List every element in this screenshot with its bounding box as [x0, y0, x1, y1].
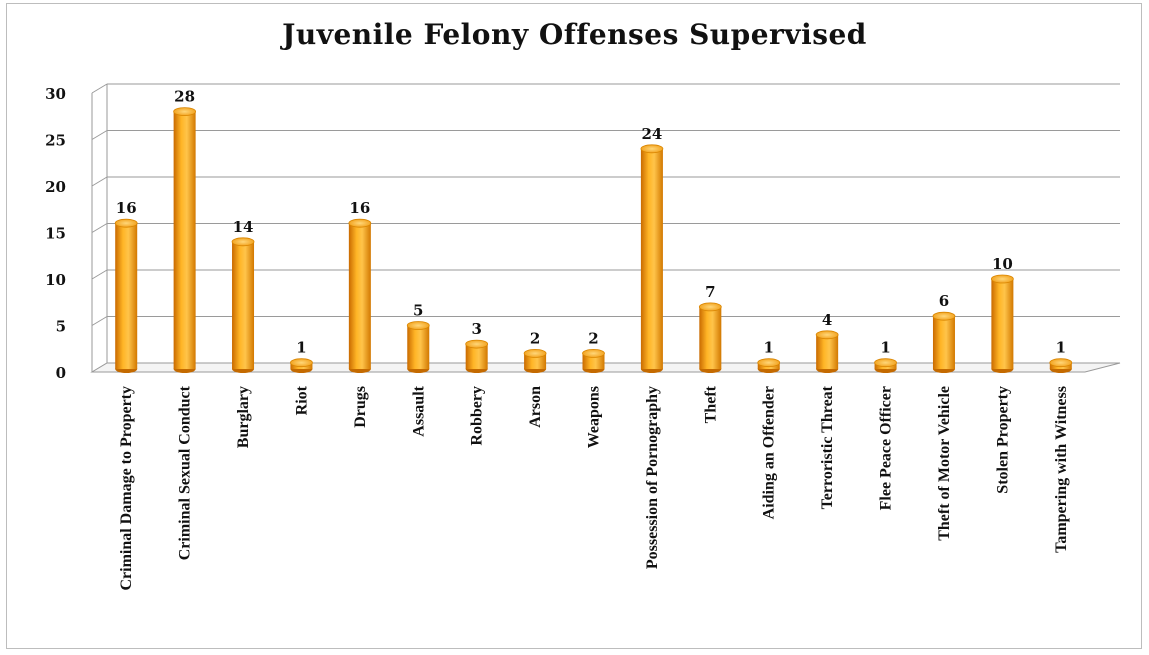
bar	[874, 358, 897, 373]
bar-cap	[582, 348, 605, 358]
bar	[1049, 358, 1073, 373]
bar-cap	[815, 330, 839, 340]
category-label: Tampering with Witness	[1053, 386, 1070, 553]
gridline-diagonal	[91, 83, 108, 94]
data-label: 16	[349, 199, 370, 217]
bar	[348, 218, 372, 373]
y-tick-label: 30	[45, 85, 66, 103]
bar-body	[232, 241, 255, 369]
bar-body	[524, 353, 547, 369]
bar	[523, 348, 547, 373]
data-label: 2	[530, 329, 540, 347]
bar	[406, 321, 430, 373]
bar-body	[348, 223, 371, 369]
bar-body	[932, 316, 955, 369]
data-label: 4	[822, 311, 832, 329]
category-label: Possession of Pornography	[644, 386, 661, 569]
bar-body	[115, 223, 138, 369]
category-label: Terroristic Threat	[819, 385, 836, 509]
bar-cap	[231, 237, 255, 247]
y-tick-label: 10	[45, 271, 66, 289]
chart-title: Juvenile Felony Offenses Supervised	[282, 18, 867, 51]
bar	[173, 107, 197, 373]
bar	[932, 311, 956, 373]
category-label: Criminal Sexual Conduct	[177, 385, 194, 560]
bar-cap	[698, 302, 722, 312]
bar	[640, 144, 664, 373]
gridline-diagonal	[91, 176, 108, 187]
data-label: 1	[1056, 339, 1066, 357]
category-label: Theft of Motor Vehicle	[936, 386, 953, 541]
category-label: Weapons	[586, 386, 603, 448]
category-label: Assault	[410, 385, 427, 436]
y-tick-label: 25	[45, 132, 66, 150]
bar	[698, 302, 722, 373]
category-label: Arson	[527, 386, 544, 428]
bar-cap	[1049, 358, 1073, 368]
gridline-diagonal	[91, 223, 108, 233]
bar-body	[816, 334, 839, 369]
data-label: 5	[413, 302, 423, 320]
gridline-diagonal	[91, 269, 108, 280]
bar-cap	[406, 321, 430, 330]
bar-body	[407, 325, 430, 369]
data-label: 7	[705, 283, 715, 301]
data-label: 10	[992, 255, 1013, 273]
bar-cap	[757, 358, 781, 368]
bar-body	[173, 111, 196, 369]
y-tick-label: 15	[45, 225, 66, 243]
category-label: Stolen Property	[994, 386, 1011, 494]
category-label: Riot	[293, 385, 310, 415]
bar-cap	[990, 274, 1014, 284]
gridline-diagonal	[91, 316, 108, 326]
bar-body	[465, 344, 488, 369]
bar-body	[582, 353, 605, 369]
gridline-diagonal	[91, 130, 108, 140]
category-label: Burglary	[235, 386, 252, 448]
bar	[114, 218, 138, 373]
category-label: Drugs	[352, 386, 369, 428]
data-label: 1	[296, 339, 306, 357]
bar-body	[699, 306, 722, 369]
data-label: 3	[471, 320, 481, 338]
y-tick-label: 5	[56, 318, 66, 336]
category-label: Criminal Damage to Property	[118, 386, 135, 591]
bar	[582, 348, 605, 373]
bar	[757, 358, 781, 373]
data-label: 1	[880, 339, 890, 357]
bar-cap	[523, 348, 547, 358]
category-label: Aiding an Offender	[761, 386, 778, 519]
bar	[231, 237, 255, 373]
bar-cap	[932, 311, 956, 321]
bar-cap	[874, 358, 897, 368]
bar	[990, 274, 1014, 373]
bar	[815, 330, 839, 373]
data-label: 1	[764, 339, 774, 357]
category-label: Robbery	[469, 386, 486, 446]
bar-cap	[465, 339, 489, 349]
bar-cap	[114, 218, 138, 228]
category-label: Flee Peace Officer	[878, 386, 895, 510]
category-label: Theft	[702, 385, 719, 423]
bar	[465, 339, 489, 373]
data-label: 14	[233, 218, 254, 236]
bar-cap	[348, 218, 372, 228]
data-label: 6	[939, 292, 949, 310]
bar-cap	[290, 358, 313, 368]
bars-layer	[114, 107, 1073, 373]
data-label: 28	[174, 88, 195, 106]
y-tick-label: 0	[56, 364, 66, 382]
data-label: 2	[588, 329, 598, 347]
bar-body	[991, 279, 1014, 369]
data-label: 24	[641, 125, 662, 143]
bar	[290, 358, 313, 373]
bar-cap	[173, 107, 197, 116]
bar-body	[640, 148, 663, 369]
bar-cap	[640, 144, 664, 154]
y-tick-label: 20	[45, 178, 66, 196]
data-label: 16	[116, 199, 137, 217]
